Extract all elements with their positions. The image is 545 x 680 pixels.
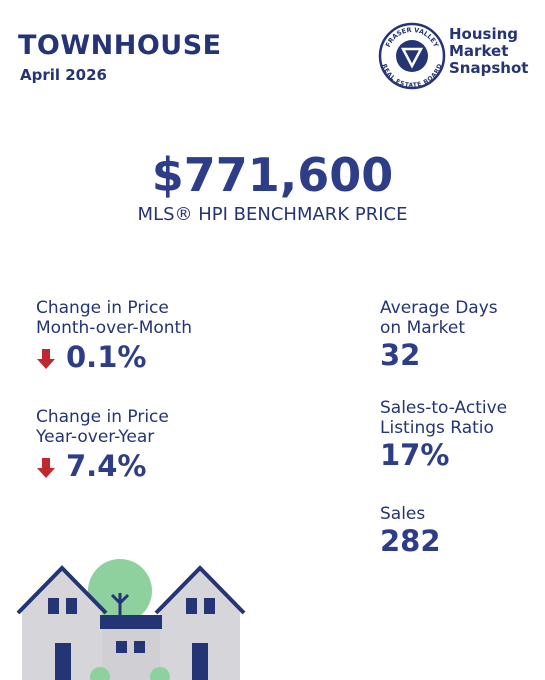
- stat-label: Listings Ratio: [380, 418, 494, 438]
- house-illustration: [16, 559, 246, 680]
- stat-value: 7.4%: [66, 449, 147, 483]
- stat-label: Year-over-Year: [36, 427, 155, 447]
- stat-value: 282: [380, 524, 441, 558]
- stat-label: Sales-to-Active: [380, 398, 508, 418]
- benchmark-label: MLS® HPI BENCHMARK PRICE: [137, 204, 408, 225]
- logo-title-line: Market: [449, 42, 509, 60]
- stat: Sales 282: [380, 504, 441, 558]
- down-arrow: [37, 349, 55, 369]
- stat-label: on Market: [380, 318, 466, 338]
- stat: Change in Price Year-over-Year 7.4%: [36, 407, 169, 483]
- stat: Change in Price Month-over-Month 0.1%: [36, 298, 192, 374]
- stat-value: 32: [380, 338, 421, 372]
- stat-value: 17%: [380, 438, 450, 472]
- down-arrow: [37, 458, 55, 478]
- stat-row: 0.1%: [36, 340, 192, 374]
- stat-label: Sales: [380, 504, 426, 524]
- stat: Sales-to-Active Listings Ratio 17%: [380, 398, 507, 472]
- logo-title-line: Snapshot: [449, 59, 529, 77]
- stat-label: Change in Price: [36, 298, 169, 318]
- logo-title: Housing Market Snapshot: [449, 26, 528, 77]
- title: TOWNHOUSE: [18, 30, 222, 61]
- logo-badge: FRASER VALLEY REAL ESTATE BOARD: [378, 22, 446, 90]
- stat-label: Change in Price: [36, 407, 169, 427]
- stat-label: Month-over-Month: [36, 318, 192, 338]
- logo-title-line: Housing: [449, 25, 519, 43]
- date: April 2026: [20, 66, 107, 84]
- stat-value: 0.1%: [66, 340, 147, 374]
- benchmark-price: $771,600: [151, 148, 394, 202]
- stat-label: Average Days: [380, 298, 498, 318]
- stat-row: 7.4%: [36, 449, 169, 483]
- stat: Average Days on Market 32: [380, 298, 498, 372]
